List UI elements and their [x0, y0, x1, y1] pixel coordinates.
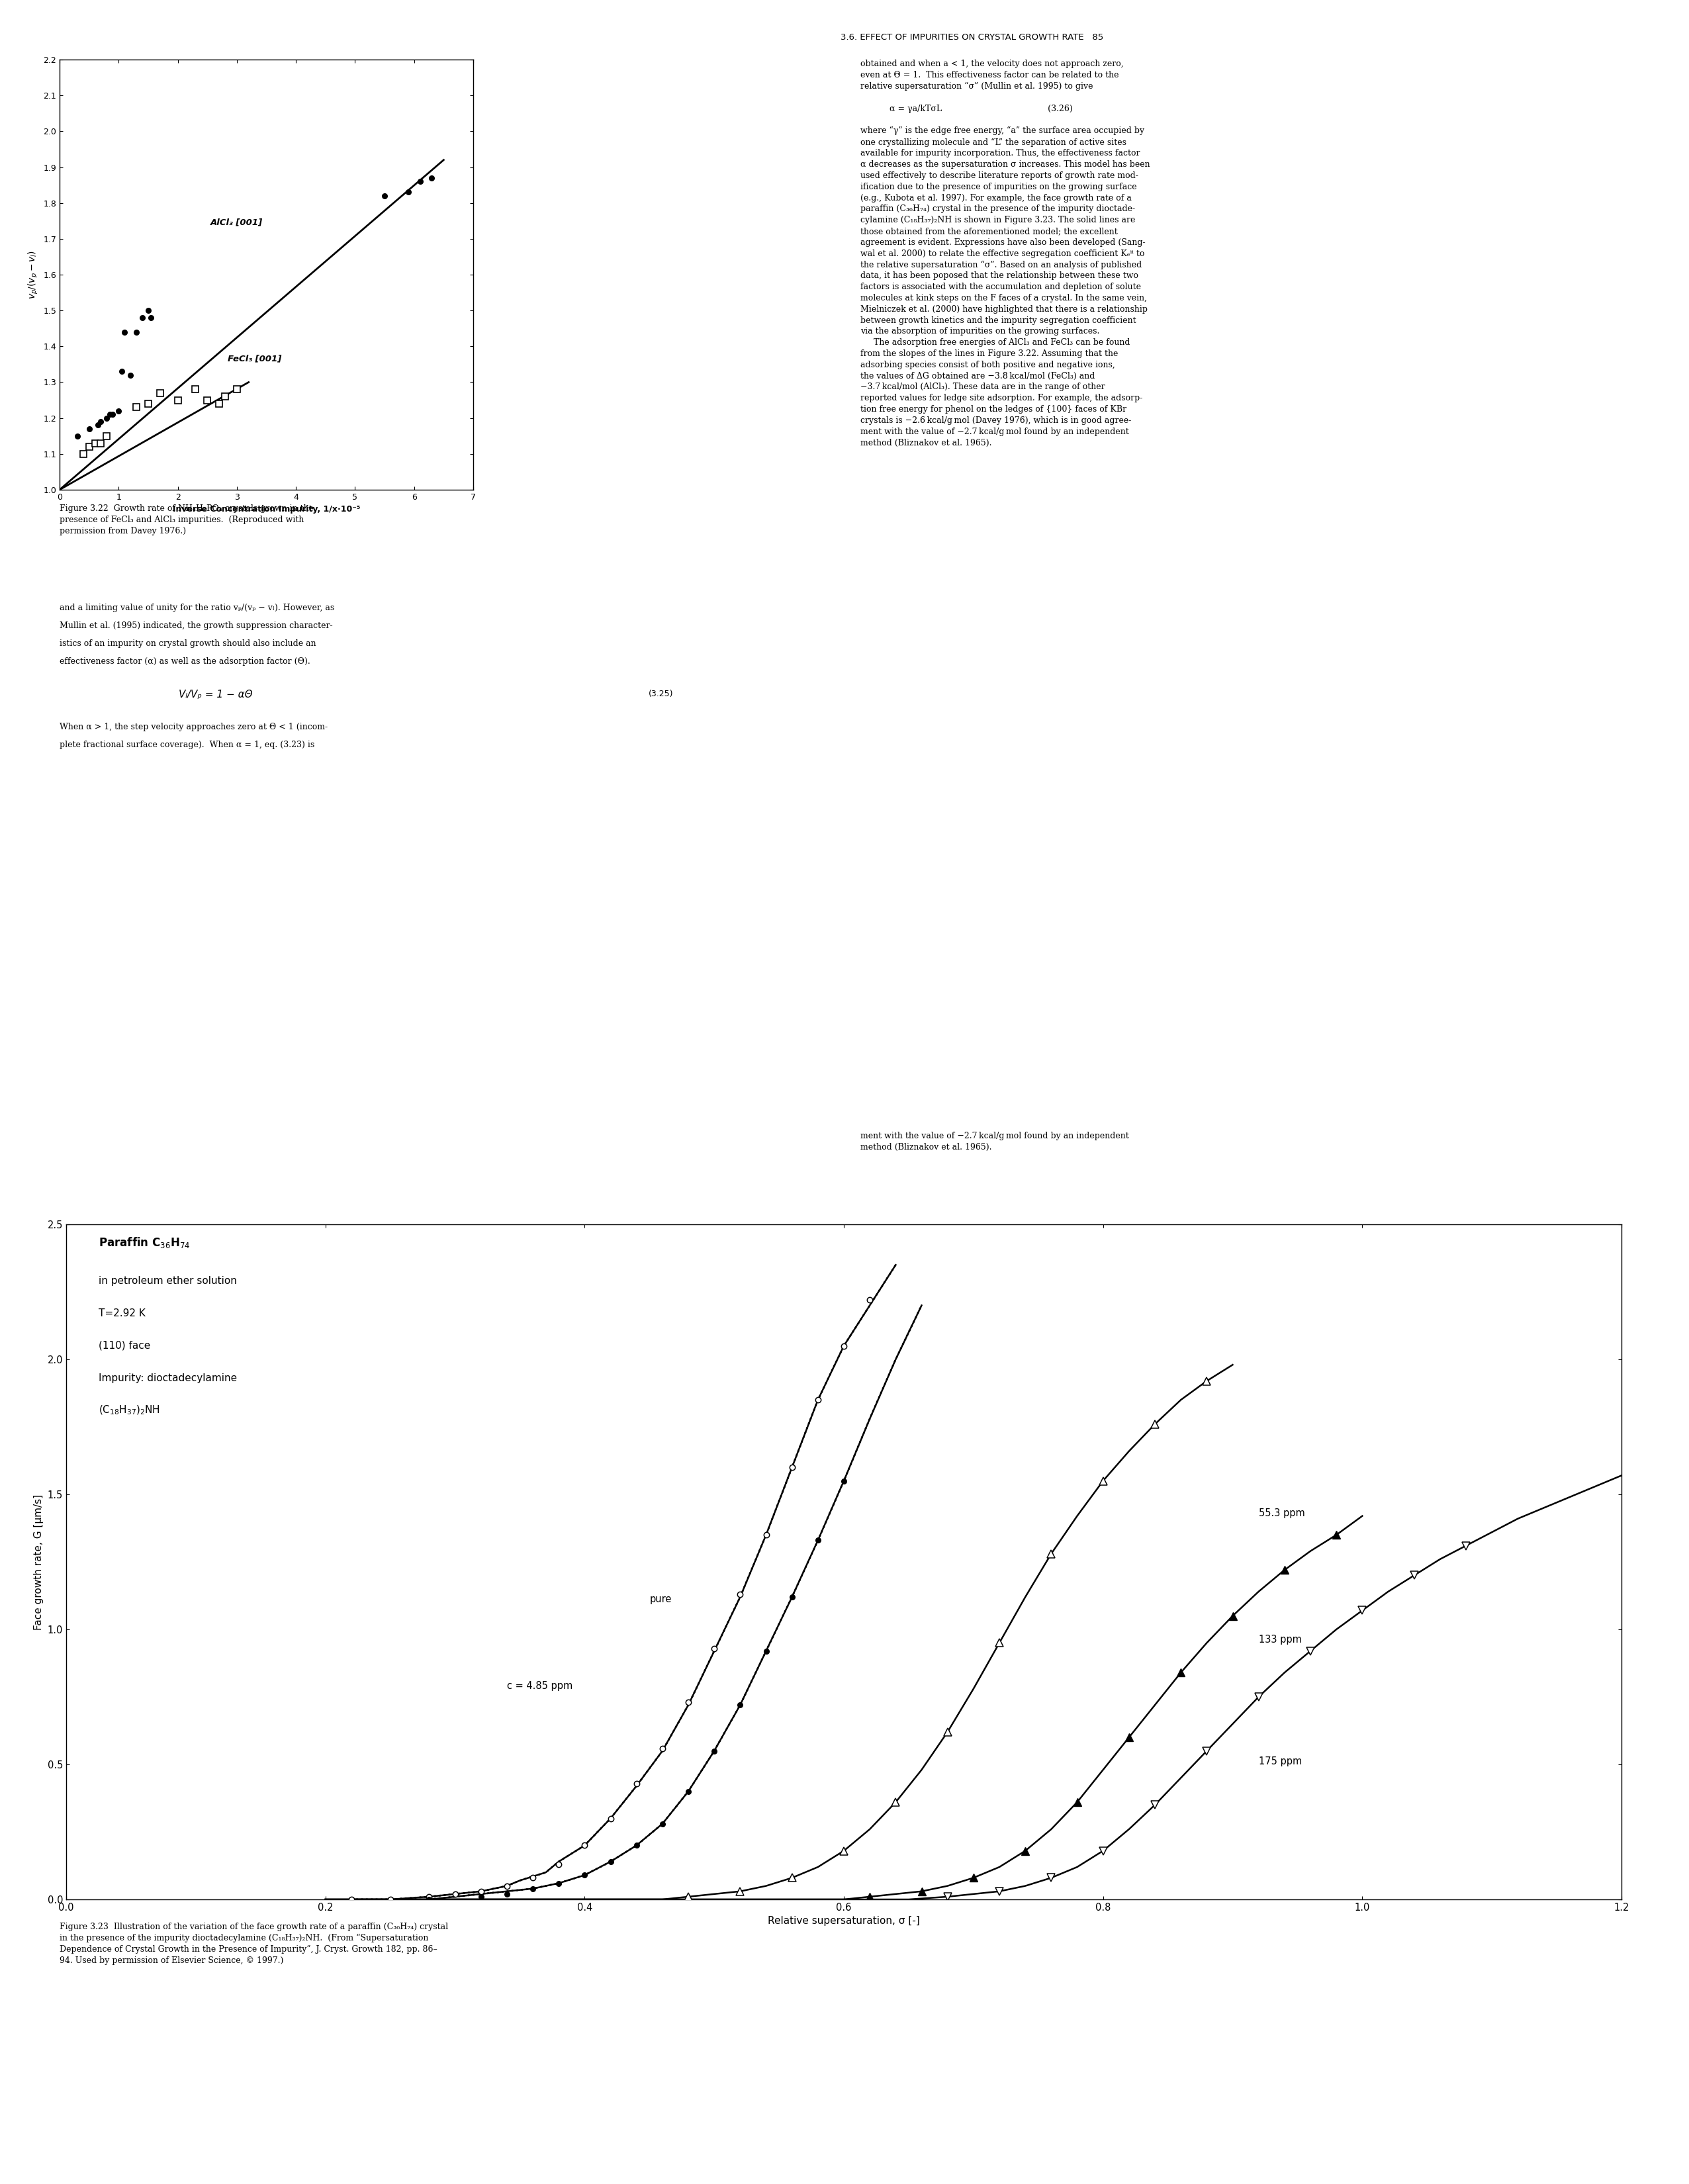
Text: T=2.92 K: T=2.92 K [98, 1308, 145, 1319]
X-axis label: Relative supersaturation, σ [-]: Relative supersaturation, σ [-] [768, 1915, 921, 1926]
Text: Mullin et al. (1995) indicated, the growth suppression character-: Mullin et al. (1995) indicated, the grow… [59, 622, 333, 629]
Text: FeCl₃ [001]: FeCl₃ [001] [228, 354, 282, 363]
Text: (C$_{18}$H$_{37}$)$_2$NH: (C$_{18}$H$_{37}$)$_2$NH [98, 1404, 160, 1417]
Text: in petroleum ether solution: in petroleum ether solution [98, 1275, 236, 1286]
Text: ment with the value of −2.7 kcal/g mol found by an independent
method (Bliznakov: ment with the value of −2.7 kcal/g mol f… [860, 1131, 1128, 1151]
Y-axis label: $v_p/(v_p - v_l)$: $v_p/(v_p - v_l)$ [27, 251, 39, 299]
Text: effectiveness factor (α) as well as the adsorption factor (Θ).: effectiveness factor (α) as well as the … [59, 657, 311, 666]
Y-axis label: Face growth rate, G [μm/s]: Face growth rate, G [μm/s] [34, 1494, 44, 1629]
Text: Vₗ/Vₚ = 1 − αΘ: Vₗ/Vₚ = 1 − αΘ [179, 690, 253, 699]
Text: 175 ppm: 175 ppm [1258, 1756, 1302, 1767]
Text: Figure 3.22  Growth rate of NH₄H₂PO₄ crystals grown in the
presence of FeCl₃ and: Figure 3.22 Growth rate of NH₄H₂PO₄ crys… [59, 505, 314, 535]
Text: 3.6. EFFECT OF IMPURITIES ON CRYSTAL GROWTH RATE   85: 3.6. EFFECT OF IMPURITIES ON CRYSTAL GRO… [841, 33, 1103, 41]
Text: plete fractional surface coverage).  When α = 1, eq. (3.23) is: plete fractional surface coverage). When… [59, 740, 314, 749]
Text: c = 4.85 ppm: c = 4.85 ppm [507, 1682, 573, 1690]
Text: pure: pure [650, 1594, 672, 1605]
Text: 133 ppm: 133 ppm [1258, 1636, 1302, 1645]
Text: Figure 3.23  Illustration of the variation of the face growth rate of a paraffin: Figure 3.23 Illustration of the variatio… [59, 1922, 448, 1966]
Text: and a limiting value of unity for the ratio vₚ/(vₚ − vₗ). However, as: and a limiting value of unity for the ra… [59, 603, 334, 612]
X-axis label: Inverse Concentration Impurity, 1/x·10⁻⁵: Inverse Concentration Impurity, 1/x·10⁻⁵ [172, 505, 360, 513]
Text: When α > 1, the step velocity approaches zero at Θ < 1 (incom-: When α > 1, the step velocity approaches… [59, 723, 328, 732]
Text: (3.25): (3.25) [649, 690, 674, 699]
Text: 55.3 ppm: 55.3 ppm [1258, 1507, 1304, 1518]
Text: istics of an impurity on crystal growth should also include an: istics of an impurity on crystal growth … [59, 640, 316, 649]
Text: Paraffin C$_{36}$H$_{74}$: Paraffin C$_{36}$H$_{74}$ [98, 1236, 191, 1249]
Text: (110) face: (110) face [98, 1341, 150, 1350]
Text: obtained and when a < 1, the velocity does not approach zero,
even at Θ = 1.  Th: obtained and when a < 1, the velocity do… [860, 59, 1150, 448]
Text: Impurity: dioctadecylamine: Impurity: dioctadecylamine [98, 1374, 236, 1382]
Text: AlCl₃ [001]: AlCl₃ [001] [209, 218, 262, 227]
